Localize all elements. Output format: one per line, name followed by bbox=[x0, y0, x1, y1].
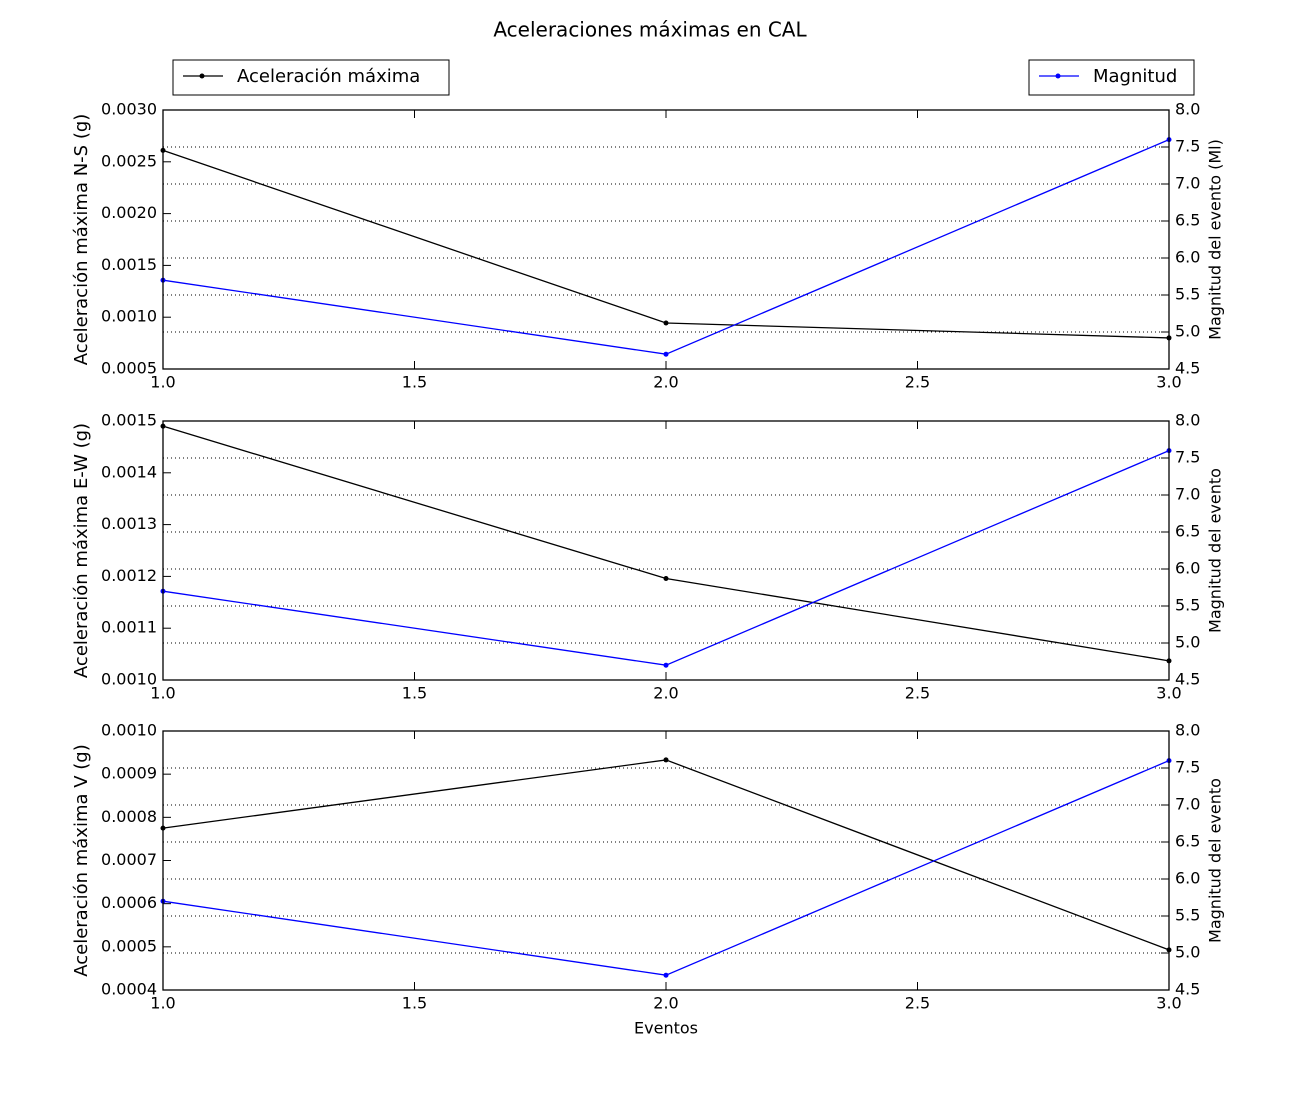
x-tick-label: 1.5 bbox=[402, 684, 427, 703]
y-tick-label: 0.0009 bbox=[101, 764, 157, 783]
x-tick-label: 3.0 bbox=[1156, 684, 1181, 703]
y2-tick-label: 4.5 bbox=[1175, 980, 1200, 999]
y-axis-label: Aceleración máxima E-W (g) bbox=[71, 423, 92, 678]
y2-tick-label: 7.0 bbox=[1175, 174, 1200, 193]
plot-frame bbox=[162, 730, 1170, 991]
y-tick-label: 0.0020 bbox=[101, 203, 157, 222]
x-axis-label: Eventos bbox=[634, 1019, 698, 1038]
y-axis-label: Aceleración máxima V (g) bbox=[71, 744, 92, 977]
y-tick-label: 0.0014 bbox=[101, 462, 157, 481]
y2-tick-label: 5.5 bbox=[1175, 906, 1200, 925]
y2-tick-label: 8.0 bbox=[1175, 721, 1200, 740]
x-tick-label: 2.5 bbox=[905, 994, 930, 1013]
y2-tick-label: 7.5 bbox=[1175, 137, 1200, 156]
y2-tick-label: 6.0 bbox=[1175, 559, 1200, 578]
x-tick-label: 2.0 bbox=[653, 994, 678, 1013]
y-tick-label: 0.0010 bbox=[101, 721, 157, 740]
legend-label: Magnitud bbox=[1093, 66, 1177, 87]
y2-tick-label: 6.5 bbox=[1175, 522, 1200, 541]
y2-tick-label: 8.0 bbox=[1175, 100, 1200, 119]
point bbox=[663, 320, 669, 326]
x-tick-label: 1.5 bbox=[402, 994, 427, 1013]
y-tick-label: 0.0013 bbox=[101, 514, 157, 533]
y2-tick-label: 5.5 bbox=[1175, 285, 1200, 304]
y2-axis-label: Magnitud del evento (Ml) bbox=[1206, 139, 1225, 340]
y2-tick-label: 7.0 bbox=[1175, 795, 1200, 814]
x-tick-label: 1.5 bbox=[402, 373, 427, 392]
y2-tick-label: 5.0 bbox=[1175, 633, 1200, 652]
y-tick-label: 0.0025 bbox=[101, 151, 157, 170]
y2-tick-label: 6.0 bbox=[1175, 869, 1200, 888]
x-tick-label: 2.0 bbox=[653, 684, 678, 703]
x-tick-label: 2.0 bbox=[653, 373, 678, 392]
legend-box bbox=[172, 59, 450, 96]
y2-tick-label: 7.0 bbox=[1175, 485, 1200, 504]
plot-frame bbox=[162, 109, 1170, 370]
y2-tick-label: 7.5 bbox=[1175, 758, 1200, 777]
y2-tick-label: 5.5 bbox=[1175, 596, 1200, 615]
y2-tick-label: 4.5 bbox=[1175, 359, 1200, 378]
point bbox=[663, 351, 669, 357]
y2-tick-label: 5.0 bbox=[1175, 322, 1200, 341]
x-tick-label: 1.0 bbox=[150, 684, 175, 703]
x-tick-label: 2.5 bbox=[905, 684, 930, 703]
y-tick-label: 0.0008 bbox=[101, 807, 157, 826]
y-tick-label: 0.0012 bbox=[101, 566, 157, 585]
x-tick-label: 1.0 bbox=[150, 373, 175, 392]
y2-tick-label: 7.5 bbox=[1175, 448, 1200, 467]
y-tick-label: 0.0015 bbox=[101, 255, 157, 274]
y-tick-label: 0.0005 bbox=[101, 936, 157, 955]
point bbox=[663, 972, 669, 978]
chart-title: Aceleraciones máximas en CAL bbox=[493, 18, 807, 42]
legend-marker bbox=[199, 73, 205, 79]
y2-axis-label: Magnitud del evento bbox=[1206, 778, 1225, 943]
y-tick-label: 0.0006 bbox=[101, 893, 157, 912]
y-tick-label: 0.0004 bbox=[101, 980, 157, 999]
x-tick-label: 2.5 bbox=[905, 373, 930, 392]
y2-tick-label: 5.0 bbox=[1175, 943, 1200, 962]
y-tick-label: 0.0030 bbox=[101, 100, 157, 119]
point bbox=[663, 662, 669, 668]
x-tick-label: 3.0 bbox=[1156, 994, 1181, 1013]
y-tick-label: 0.0010 bbox=[101, 670, 157, 689]
y2-axis-label: Magnitud del evento bbox=[1206, 468, 1225, 633]
y-tick-label: 0.0007 bbox=[101, 850, 157, 869]
legend-label: Aceleración máxima bbox=[237, 66, 420, 87]
x-tick-label: 1.0 bbox=[150, 994, 175, 1013]
y2-tick-label: 6.5 bbox=[1175, 211, 1200, 230]
legend-marker bbox=[1055, 73, 1061, 79]
y2-tick-label: 6.0 bbox=[1175, 248, 1200, 267]
y-tick-label: 0.0005 bbox=[101, 359, 157, 378]
y-tick-label: 0.0010 bbox=[101, 307, 157, 326]
point bbox=[663, 575, 669, 581]
y2-tick-label: 4.5 bbox=[1175, 670, 1200, 689]
y-tick-label: 0.0015 bbox=[101, 411, 157, 430]
legend-box bbox=[1028, 59, 1195, 96]
y2-tick-label: 8.0 bbox=[1175, 411, 1200, 430]
y-axis-label: Aceleración máxima N-S (g) bbox=[71, 114, 92, 366]
y-tick-label: 0.0011 bbox=[101, 618, 157, 637]
x-tick-label: 3.0 bbox=[1156, 373, 1181, 392]
y2-tick-label: 6.5 bbox=[1175, 832, 1200, 851]
plot-frame bbox=[162, 420, 1170, 681]
point bbox=[663, 757, 669, 763]
